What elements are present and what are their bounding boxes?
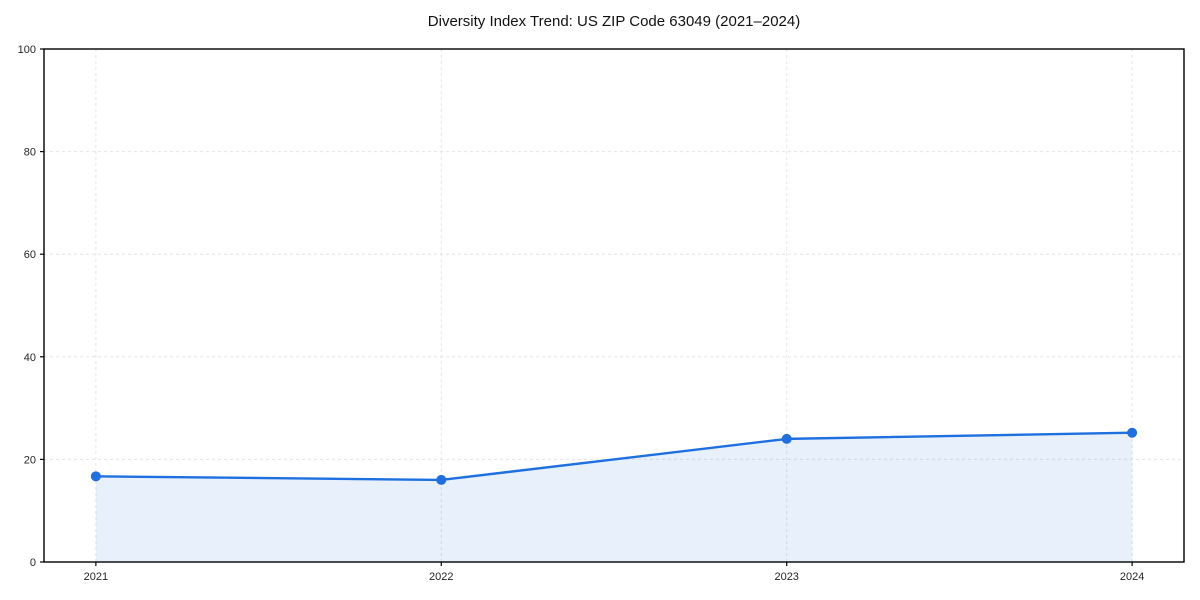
data-point-marker <box>781 433 792 444</box>
x-tick-label: 2024 <box>1120 571 1144 583</box>
y-tick-label: 20 <box>24 454 36 466</box>
y-tick-label: 80 <box>24 147 36 159</box>
plot-border <box>43 48 1185 563</box>
x-tick-label: 2021 <box>84 571 108 583</box>
y-tick-label: 100 <box>18 44 36 56</box>
data-point-marker <box>436 474 447 485</box>
trend-line <box>94 431 1134 482</box>
y-tick-label: 0 <box>30 557 36 569</box>
data-point-marker <box>1127 427 1138 438</box>
x-tick-label: 2022 <box>429 571 453 583</box>
y-tick-label: 60 <box>24 249 36 261</box>
area-fill <box>95 432 1133 562</box>
y-tick-label: 40 <box>24 352 36 364</box>
chart-title: Diversity Index Trend: US ZIP Code 63049… <box>427 13 801 30</box>
x-tick-label: 2023 <box>774 571 798 583</box>
data-point-marker <box>90 471 101 482</box>
